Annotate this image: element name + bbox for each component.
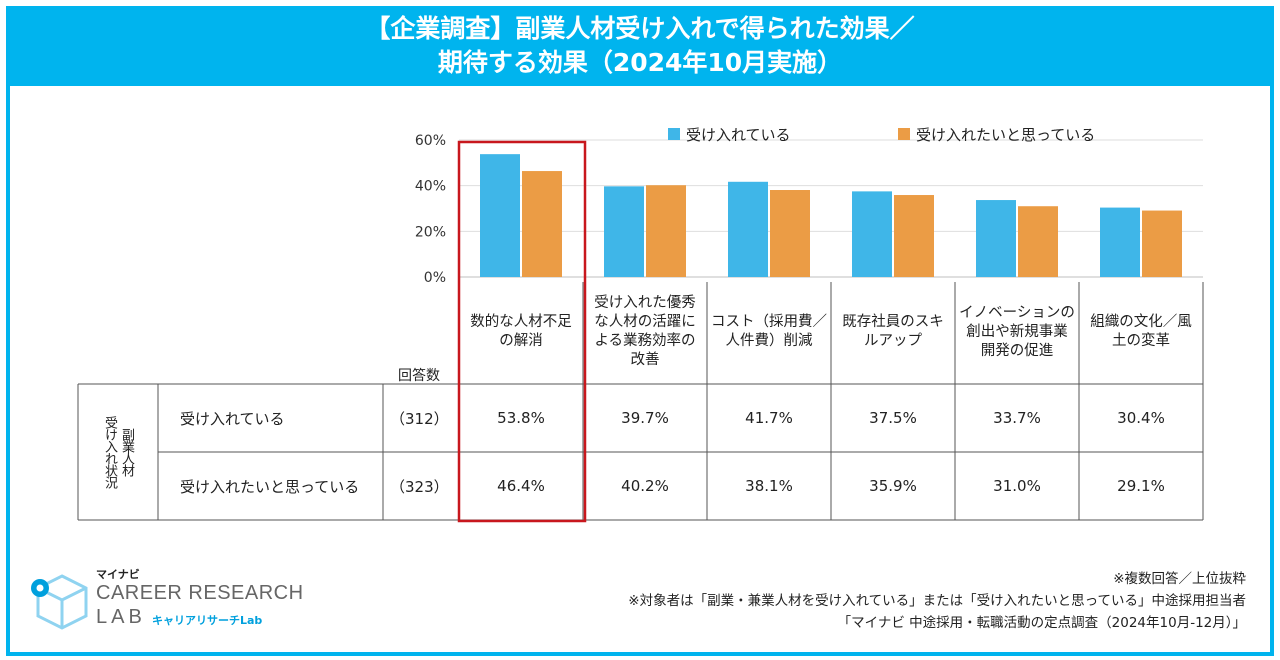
- category-labels: 数的な人材不足 の解消 受け入れた優秀 な人材の活躍に よる業務効率の 改善 コ…: [459, 282, 1203, 382]
- career-research-lab-logo: マイナビ CAREER RESEARCH LAB キャリアリサーチLab: [28, 566, 308, 636]
- bar: [522, 171, 562, 277]
- content-frame: [6, 6, 1274, 656]
- row-label-wanting: 受け入れたいと思っている: [180, 477, 360, 496]
- group-label-col1: 副業人材: [119, 428, 134, 476]
- row-count-wanting: （323）: [390, 477, 449, 496]
- bar: [1018, 206, 1058, 277]
- table-cell: 46.4%: [497, 477, 545, 495]
- table-cell: 39.7%: [621, 409, 669, 427]
- bar: [852, 191, 892, 277]
- y-tick-label: 60%: [415, 133, 446, 149]
- table-cell: 29.1%: [1117, 477, 1165, 495]
- highlight-box: [457, 140, 587, 523]
- bar: [1142, 210, 1182, 277]
- row-label-accepting: 受け入れている: [180, 409, 285, 428]
- y-tick-label: 20%: [415, 224, 446, 240]
- group-label-col2: 受け入れ状況: [102, 416, 117, 488]
- category-label: 数的な人材不足 の解消: [470, 314, 572, 349]
- bar: [770, 190, 810, 277]
- bar: [480, 154, 520, 277]
- footnotes: ※複数回答／上位抜粋 ※対象者は「副業・兼業人材を受け入れている」または「受け入…: [628, 568, 1246, 634]
- footnote: ※複数回答／上位抜粋: [1113, 571, 1246, 587]
- category-label: 受け入れた優秀 な人材の活躍に よる業務効率の 改善: [594, 295, 696, 368]
- bar: [604, 186, 644, 277]
- bar: [976, 200, 1016, 277]
- category-label: 組織の文化／風 土の変革: [1090, 314, 1192, 349]
- table-cell: 37.5%: [869, 409, 917, 427]
- y-tick-label: 0%: [424, 270, 446, 286]
- legend-accepting: 受け入れている: [668, 124, 791, 144]
- title-line-2: 期待する効果（2024年10月実施）: [437, 48, 843, 77]
- row-count-accepting: （312）: [390, 409, 449, 428]
- category-label: 既存社員のスキ ルアップ: [842, 314, 944, 349]
- logo-line2: LAB: [96, 606, 146, 628]
- bar: [646, 185, 686, 277]
- legend-swatch-accepting: [668, 128, 680, 140]
- group-label: 受け入れ状況 副業人材: [78, 384, 158, 520]
- table-cell: 40.2%: [621, 477, 669, 495]
- legend-swatch-wanting: [898, 128, 910, 140]
- category-label: イノベーションの 創出や新規事業 開発の促進: [959, 304, 1075, 359]
- table-cell: 38.1%: [745, 477, 793, 495]
- logo-japanese: キャリアリサーチLab: [152, 614, 263, 627]
- legend-label-accepting: 受け入れている: [686, 125, 791, 144]
- cube-logo-icon: [31, 574, 88, 630]
- bar: [728, 181, 768, 277]
- logo-brand: マイナビ: [96, 568, 140, 581]
- table-cell: 33.7%: [993, 409, 1041, 427]
- table-cell: 35.9%: [869, 477, 917, 495]
- title-banner: 【企業調査】副業人材受け入れで得られた効果／ 期待する効果（2024年10月実施…: [6, 6, 1274, 86]
- footnote: 「マイナビ 中途採用・転職活動の定点調査（2024年10月-12月）」: [837, 615, 1246, 631]
- logo-line1: CAREER RESEARCH: [96, 582, 304, 604]
- table-cell: 41.7%: [745, 409, 793, 427]
- bar: [1100, 207, 1140, 277]
- table-cell: 30.4%: [1117, 409, 1165, 427]
- table-cell: 31.0%: [993, 477, 1041, 495]
- title-line-1: 【企業調査】副業人材受け入れで得られた効果／: [365, 14, 915, 43]
- footnote: ※対象者は「副業・兼業人材を受け入れている」または「受け入れたいと思っている」中…: [628, 593, 1246, 609]
- count-header: 回答数: [398, 368, 440, 384]
- table-cell: 53.8%: [497, 409, 545, 427]
- legend-label-wanting: 受け入れたいと思っている: [916, 125, 1096, 144]
- y-tick-label: 40%: [415, 179, 446, 195]
- category-label: コスト（採用費／ 人件費）削減: [711, 314, 827, 349]
- legend-wanting: 受け入れたいと思っている: [898, 124, 1095, 144]
- bar: [894, 195, 934, 277]
